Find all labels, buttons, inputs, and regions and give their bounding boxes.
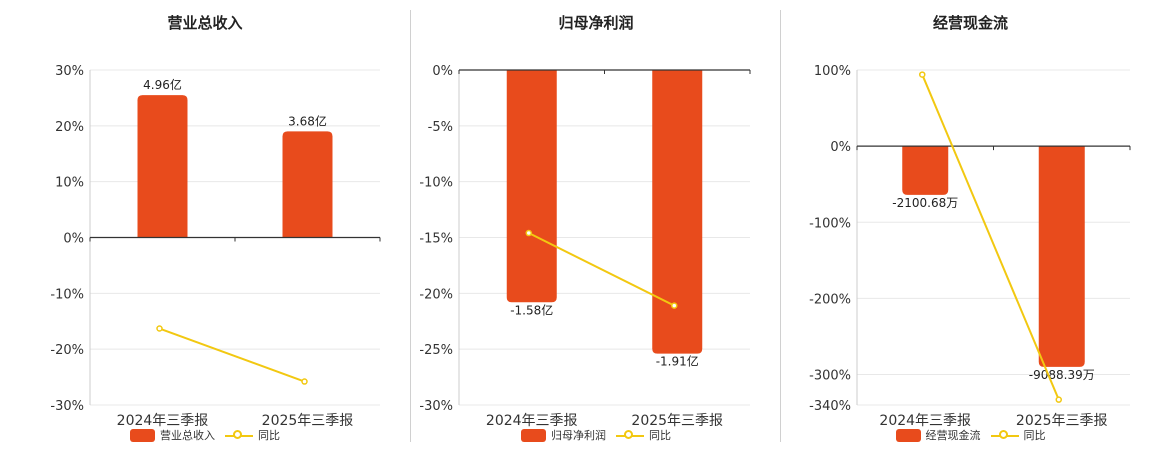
legend-bar-label: 营业总收入	[160, 429, 215, 442]
panel-net-profit: 归母净利润 0% -5% -10% -15% -20% -25% -30% -1.58亿 -1.…	[411, 0, 781, 450]
legend-bar-swatch	[130, 428, 155, 442]
bar	[652, 70, 703, 354]
y-tick-label: -30%	[50, 399, 84, 414]
chart-net-profit: 0% -5% -10% -15% -20% -25% -30% -1.58亿 -1.91亿 202…	[419, 64, 751, 429]
legend[interactable]: 归母净利润 同比	[411, 427, 781, 443]
legend-line-swatch	[225, 429, 253, 442]
x-tick-label: 2024年三季报	[879, 413, 971, 429]
y-tick-label: -300%	[809, 369, 851, 384]
legend-bar-swatch	[521, 428, 546, 442]
chart-title: 归母净利润	[558, 14, 634, 32]
series-line-yoy	[921, 74, 1060, 401]
y-tick-label: -5%	[428, 120, 453, 135]
series-line-yoy	[159, 327, 305, 383]
legend[interactable]: 营业总收入 同比	[0, 427, 410, 443]
divider	[780, 10, 781, 442]
y-tick-label: -20%	[419, 287, 453, 302]
bar-data-label: -1.58亿	[510, 302, 553, 317]
y-tick-label: -100%	[809, 216, 851, 231]
legend-bar-label: 归母净利润	[551, 429, 606, 442]
y-tick-label: -30%	[419, 399, 453, 414]
bar-data-label: -9088.39万	[1029, 368, 1095, 382]
y-tick-label: 10%	[55, 176, 84, 191]
bar-data-label: 3.68亿	[288, 113, 327, 128]
legend-line-label: 同比	[258, 429, 280, 442]
y-tick-label: -15%	[419, 232, 453, 247]
series-line-yoy	[528, 232, 675, 307]
x-tick-label: 2025年三季报	[631, 413, 723, 429]
x-tick-label: 2024年三季报	[117, 413, 209, 429]
line-point	[919, 71, 926, 78]
legend-line-label: 同比	[649, 429, 671, 442]
legend-bar-swatch	[895, 428, 921, 442]
legend[interactable]: 经营现金流 同比	[781, 427, 1160, 443]
bar	[1038, 146, 1085, 367]
y-tick-label: 30%	[55, 64, 84, 79]
y-tick-label: 20%	[55, 120, 84, 135]
panel-revenue: 营业总收入 30% 20% 10% 0% -10% -20% -30% 4.96亿 3.68亿 2…	[0, 0, 410, 450]
legend-bar-label: 经营现金流	[925, 429, 981, 442]
x-tick-label: 2024年三季报	[486, 413, 578, 429]
chart-title: 营业总收入	[167, 14, 243, 32]
y-tick-label: -10%	[50, 287, 84, 302]
legend-line-swatch	[990, 429, 1019, 442]
line-point	[525, 229, 532, 237]
bar	[282, 131, 333, 238]
legend-line-label: 同比	[1023, 429, 1046, 442]
y-tick-label: 100%	[814, 64, 851, 79]
line-point	[156, 325, 163, 332]
bar	[137, 95, 188, 238]
divider	[410, 10, 411, 442]
y-tick-label: 0%	[63, 232, 84, 247]
line-point	[301, 378, 308, 385]
y-tick-label: 0%	[432, 64, 453, 79]
chart-title: 经营现金流	[932, 14, 1008, 32]
chart-cash-flow: 100% 0% -100% -200% -300% -340% -2100.68万 -9088…	[809, 64, 1131, 429]
bar-data-label: 4.96亿	[143, 77, 182, 92]
legend-line-swatch	[616, 429, 644, 442]
y-tick-label: -10%	[419, 176, 453, 191]
y-tick-label: -340%	[809, 399, 851, 414]
x-tick-label: 2025年三季报	[262, 413, 354, 429]
y-tick-label: -25%	[419, 343, 453, 358]
line-point	[1055, 396, 1062, 403]
chart-revenue: 30% 20% 10% 0% -10% -20% -30% 4.96亿 3.68亿 2024年三季…	[50, 64, 381, 429]
y-tick-label: -200%	[809, 292, 851, 307]
bar	[902, 146, 949, 195]
bar	[506, 70, 557, 303]
panel-cash-flow: 经营现金流 100% 0% -100% -200% -300% -340% -2100.68…	[781, 0, 1160, 450]
x-tick-label: 2025年三季报	[1016, 413, 1108, 429]
y-tick-label: 0%	[830, 140, 851, 155]
y-tick-label: -20%	[50, 343, 84, 358]
bar-data-label: -2100.68万	[892, 196, 958, 210]
line-point	[671, 302, 678, 309]
bar-data-label: -1.91亿	[656, 354, 699, 369]
